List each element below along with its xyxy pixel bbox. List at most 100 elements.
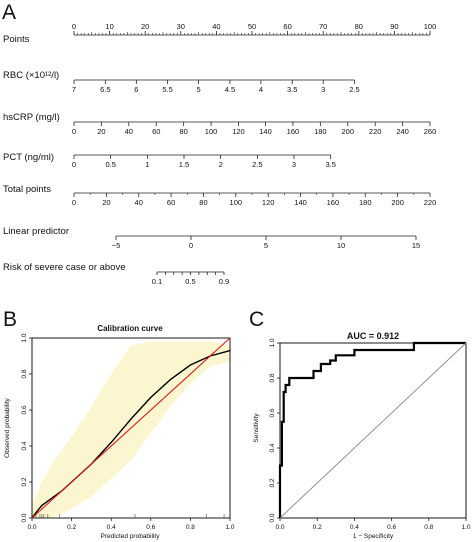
x-tick-label: 0.0 [27, 524, 36, 531]
tick-label: 1.5 [179, 160, 189, 169]
panel-letter-c: C [249, 308, 264, 331]
x-tick-label: 0.2 [67, 524, 76, 531]
tick-label: 60 [283, 22, 291, 31]
tick-label: 3 [321, 85, 325, 94]
tick-label: 120 [262, 198, 275, 207]
panel-letter-a: A [2, 1, 16, 24]
tick-label: 2.5 [252, 160, 262, 169]
tick-label: 2.5 [349, 85, 359, 94]
y-tick-label: 0.0 [269, 513, 276, 522]
x-tick-label: 0.0 [275, 524, 284, 531]
y-tick-label: 0.2 [269, 478, 276, 487]
tick-label: 2 [219, 160, 223, 169]
tick-label: 220 [369, 127, 382, 136]
tick-label: 0 [72, 160, 76, 169]
tick-label: 100 [424, 22, 437, 31]
panel-letter-b: B [3, 308, 17, 331]
calibration-xlabel: Predicted probability [101, 533, 161, 540]
tick-label: 0.5 [105, 160, 115, 169]
nomogram-row: Linear predictor −5 0 5 10 15 [3, 226, 420, 250]
tick-label: 100 [230, 198, 243, 207]
row-label: Total points [3, 184, 51, 195]
row-label: Risk of severe case or above [3, 262, 126, 273]
tick-label: 5 [197, 85, 201, 94]
roc-plot-area: 0.0 0.2 0.4 0.6 0.8 1.0 0.0 0.2 0.4 0.6 0.8 1.0 [269, 338, 471, 531]
tick-label: 80 [355, 22, 363, 31]
tick-label: 60 [167, 198, 175, 207]
tick-label: 7 [72, 85, 76, 94]
tick-label: 20 [102, 198, 110, 207]
tick-label: 40 [135, 198, 143, 207]
x-tick-label: 0.8 [424, 524, 433, 531]
tick-label: 15 [412, 241, 420, 250]
x-tick-label: 0.8 [186, 524, 195, 531]
tick-label: 6.5 [100, 85, 110, 94]
row-label: RBC (×10¹²/l) [3, 70, 59, 81]
nomogram-row: Total points 0 20 40 60 80 100 120 140 160 180 200 2… [3, 184, 436, 207]
tick-label: 160 [287, 127, 300, 136]
tick-label: −5 [112, 241, 121, 250]
tick-label: 140 [259, 127, 272, 136]
roc-auc-label: AUC = 0.912 [347, 331, 399, 341]
y-tick-label: 0.6 [269, 408, 276, 417]
roc-ylabel: Sensitivity [253, 413, 260, 443]
x-tick-label: 1.0 [461, 524, 470, 531]
tick-label: 30 [177, 22, 185, 31]
tick-label: 220 [424, 198, 437, 207]
tick-label: 60 [152, 127, 160, 136]
tick-label: 40 [125, 127, 133, 136]
y-tick-label: 0.8 [269, 373, 276, 382]
tick-label: 180 [314, 127, 327, 136]
plot-frame [31, 337, 231, 519]
tick-label: 80 [179, 127, 187, 136]
tick-label: 200 [342, 127, 355, 136]
y-tick-label: 0.4 [269, 443, 276, 452]
tick-label: 0.1 [152, 277, 162, 286]
y-tick-label: 1.0 [21, 333, 28, 342]
calibration-panel: B Calibration curve Predicted probabilit… [3, 308, 235, 540]
row-label: hsCRP (mg/l) [3, 112, 60, 123]
tick-label: 180 [359, 198, 372, 207]
reference-line [31, 337, 231, 519]
y-tick-label: 0.8 [21, 369, 28, 378]
tick-label: 240 [396, 127, 409, 136]
y-tick-label: 0.2 [21, 477, 28, 486]
tick-label: 6 [134, 85, 138, 94]
roc-xlabel: 1 − Specificity [353, 533, 394, 540]
tick-label: 10 [105, 22, 113, 31]
tick-label: 3 [292, 160, 296, 169]
tick-label: 10 [337, 241, 345, 250]
plot-frame [279, 342, 467, 519]
tick-label: 20 [97, 127, 105, 136]
nomogram-row: hsCRP (mg/l) 0 20 40 60 80 100 120 140 160 180 200 2… [3, 112, 436, 136]
tick-label: 100 [205, 127, 218, 136]
tick-label: 3.5 [287, 85, 297, 94]
tick-label: 0 [189, 241, 193, 250]
row-label: Linear predictor [3, 226, 69, 237]
x-tick-label: 1.0 [225, 524, 234, 531]
y-tick-label: 0.6 [21, 405, 28, 414]
chance-line [279, 342, 467, 519]
tick-label: 0 [72, 127, 76, 136]
tick-label: 1 [145, 160, 149, 169]
calibration-ylabel: Observed probability [4, 397, 11, 457]
tick-label: 0.5 [185, 277, 195, 286]
y-tick-label: 0.0 [21, 513, 28, 522]
x-tick-label: 0.2 [313, 524, 322, 531]
tick-label: 90 [390, 22, 398, 31]
x-tick-label: 0.6 [387, 524, 396, 531]
calibration-line [31, 349, 231, 519]
roc-panel: C AUC = 0.912 1 − Specificity Sensitivit… [249, 308, 471, 540]
tick-label: 5 [264, 241, 268, 250]
y-tick-label: 1.0 [269, 338, 276, 347]
tick-label: 3.5 [325, 160, 335, 169]
tick-label: 0.9 [219, 277, 229, 286]
tick-label: 260 [424, 127, 437, 136]
nomogram-row: Points 0 10 20 30 40 50 60 70 80 90 100 [3, 22, 436, 45]
tick-label: 160 [327, 198, 340, 207]
x-tick-label: 0.6 [146, 524, 155, 531]
calibration-plot-area: 0.0 0.2 0.4 0.6 0.8 1.0 0.0 0.2 0.4 0.6 0.8 1.0 [21, 333, 235, 531]
calibration-title: Calibration curve [97, 324, 163, 333]
